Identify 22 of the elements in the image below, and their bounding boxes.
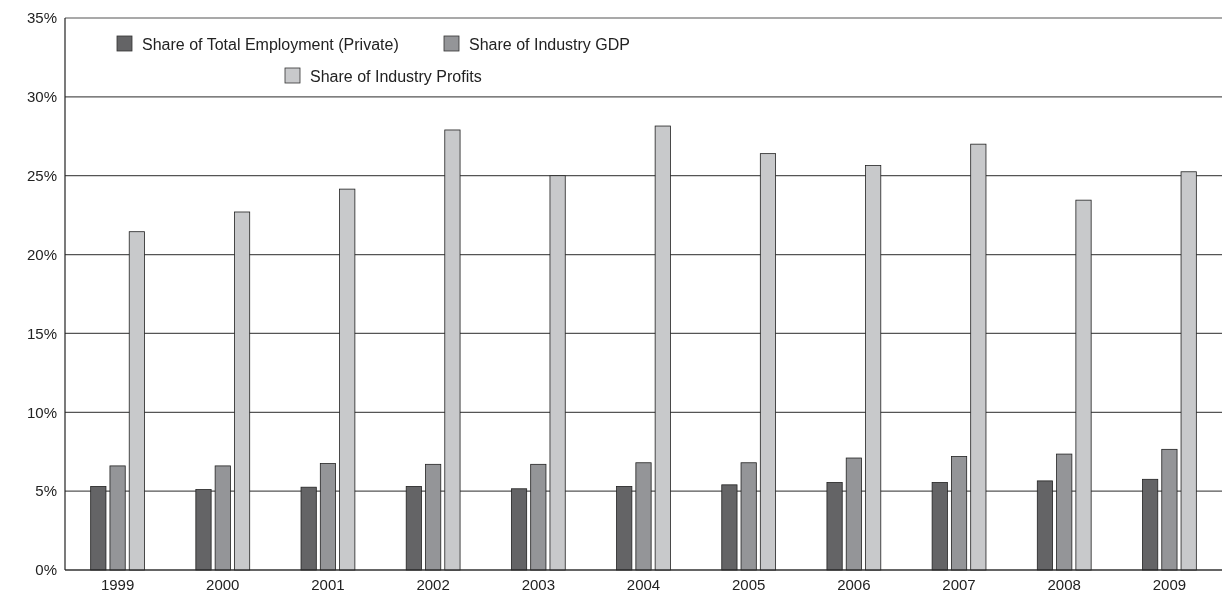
y-tick-label: 0% xyxy=(35,561,57,579)
y-tick-label: 15% xyxy=(26,324,57,342)
x-tick-label: 2009 xyxy=(1152,576,1187,593)
y-tick-label: 20% xyxy=(26,245,57,263)
x-tick-label: 2008 xyxy=(1047,576,1081,593)
y-tick-label: 5% xyxy=(35,482,57,500)
x-tick-label: 1999 xyxy=(100,576,135,593)
legend-label: Share of Industry GDP xyxy=(469,35,630,53)
x-tick-label: 2000 xyxy=(206,576,240,593)
legend-label: Share of Industry Profits xyxy=(310,67,482,85)
x-tick-label: 2007 xyxy=(942,576,976,593)
y-tick-label: 35% xyxy=(26,9,57,27)
x-tick-label: 2003 xyxy=(521,576,556,593)
x-tick-label: 2004 xyxy=(626,576,661,593)
x-tick-label: 2005 xyxy=(731,576,766,593)
y-tick-label: 25% xyxy=(26,166,57,184)
x-tick-label: 2002 xyxy=(416,576,450,593)
x-tick-label: 2006 xyxy=(837,576,871,593)
y-tick-label: 10% xyxy=(26,403,57,421)
x-tick-label: 2001 xyxy=(311,576,345,593)
legend-label: Share of Total Employment (Private) xyxy=(142,35,399,53)
y-tick-label: 30% xyxy=(26,88,57,106)
